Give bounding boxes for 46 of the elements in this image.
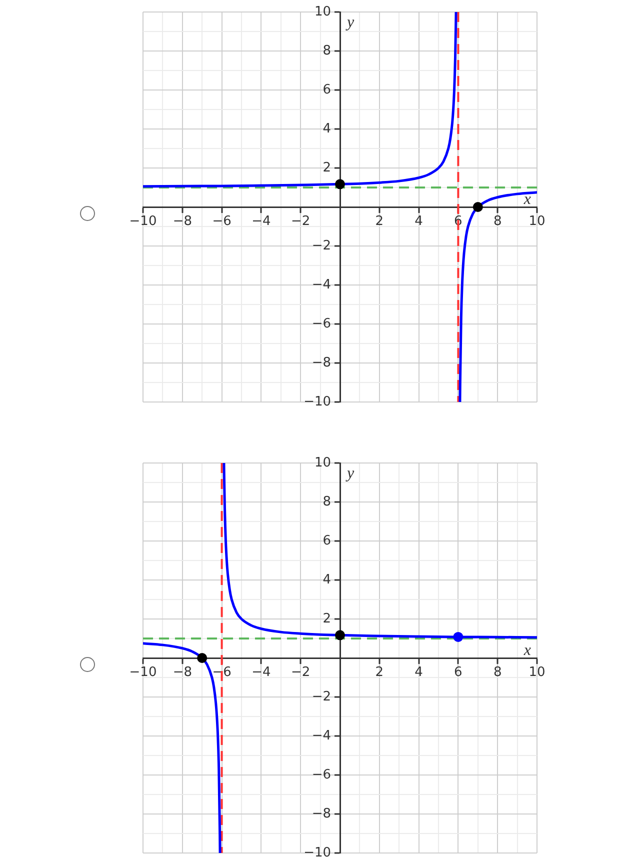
x-tick-label: 10 xyxy=(528,665,546,680)
y-axis-title: y xyxy=(345,14,355,32)
x-tick-label: 8 xyxy=(493,214,502,230)
y-tick-label: 2 xyxy=(322,611,331,626)
point xyxy=(197,653,208,663)
x-tick-label: 8 xyxy=(493,665,502,680)
y-tick-label: 10 xyxy=(314,4,331,20)
x-tick-label: 2 xyxy=(375,665,384,680)
x-tick-label: −6 xyxy=(212,214,232,230)
y-tick-label: −10 xyxy=(304,394,331,410)
y-tick-label: −4 xyxy=(312,728,331,744)
y-tick-label: −8 xyxy=(312,806,331,822)
y-tick-label: −10 xyxy=(304,845,331,860)
x-tick-label: −6 xyxy=(212,665,232,680)
y-tick-label: 6 xyxy=(322,533,331,548)
x-tick-label: 4 xyxy=(414,214,423,230)
y-tick-label: −6 xyxy=(312,767,331,782)
y-tick-label: −8 xyxy=(312,355,331,370)
y-tick-label: 8 xyxy=(322,43,331,58)
x-tick-label: 4 xyxy=(414,665,423,680)
x-axis-title: x xyxy=(522,642,531,659)
y-tick-label: −2 xyxy=(312,689,331,704)
x-tick-label: 6 xyxy=(454,665,462,680)
x-tick-label: −8 xyxy=(172,665,192,680)
y-axis-title: y xyxy=(345,465,355,482)
y-tick-label: −2 xyxy=(312,238,331,254)
y-tick-label: 4 xyxy=(322,121,331,136)
x-tick-label: −10 xyxy=(129,665,157,680)
x-axis-title: x xyxy=(522,191,531,208)
y-tick-label: 10 xyxy=(314,455,331,470)
point xyxy=(453,632,464,642)
y-tick-label: 6 xyxy=(322,82,331,98)
x-tick-label: −4 xyxy=(252,214,271,230)
x-tick-label: 2 xyxy=(375,214,384,230)
x-tick-label: −2 xyxy=(291,214,310,230)
x-tick-label: −10 xyxy=(129,214,157,230)
x-tick-label: −2 xyxy=(291,665,310,680)
y-tick-label: −6 xyxy=(312,316,331,332)
y-tick-label: 8 xyxy=(322,494,331,510)
x-tick-label: 10 xyxy=(528,214,546,230)
y-tick-label: 4 xyxy=(322,572,331,588)
y-tick-label: 2 xyxy=(322,160,331,176)
x-tick-label: −8 xyxy=(172,214,192,230)
x-tick-label: −4 xyxy=(252,665,271,680)
y-tick-label: −4 xyxy=(312,277,331,292)
point xyxy=(335,630,345,640)
